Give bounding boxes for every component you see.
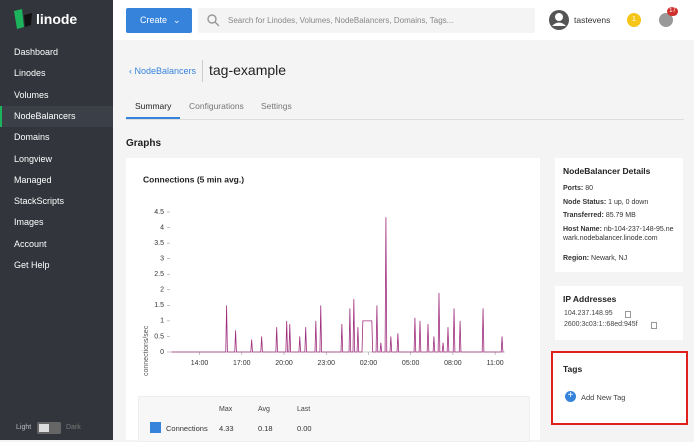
x-tick-label: 14:00: [191, 360, 209, 367]
x-tick-label: 17:00: [233, 360, 251, 367]
nav-item[interactable]: Linodes: [14, 68, 46, 79]
detail-value: 1 up, 0 down: [608, 198, 649, 206]
alert-badge: 17: [667, 7, 678, 16]
legend-label[interactable]: Connections: [166, 424, 208, 433]
divider: [202, 60, 203, 82]
legend-table: Max Avg Last Connections 4.33 0.18 0.00: [138, 396, 530, 442]
tab-rule: [126, 119, 684, 120]
y-tick-label: 2.5: [154, 271, 164, 278]
stats-cell: 0.00: [297, 424, 312, 433]
search-placeholder: Search for Linodes, Volumes, NodeBalance…: [228, 16, 454, 25]
tab[interactable]: Configurations: [189, 101, 244, 111]
brand: linode: [36, 11, 78, 27]
nav-item[interactable]: Managed: [14, 174, 52, 185]
detail-value: Newark, NJ: [591, 254, 628, 262]
tab-underline: [126, 117, 180, 119]
copy-icon[interactable]: [651, 322, 657, 329]
detail-label: Region:: [563, 254, 590, 262]
stats-header-cell: Max: [219, 406, 233, 413]
theme-toggle[interactable]: [37, 422, 61, 434]
x-tick-label: 23:00: [317, 360, 335, 367]
username[interactable]: tastevens: [574, 15, 611, 25]
theme-light: Light: [16, 424, 32, 431]
legend-swatch[interactable]: [150, 422, 161, 433]
breadcrumb-link[interactable]: NodeBalancers: [134, 66, 197, 76]
nav-item[interactable]: Domains: [14, 132, 50, 143]
tags-panel: Tags + Add New Tag: [551, 351, 688, 425]
stats-cell: 4.33: [219, 424, 234, 433]
details-panel: NodeBalancer Details Ports: 80 Node Statu…: [555, 158, 683, 272]
detail-row: Transferred: 85.79 MB: [563, 211, 677, 220]
nav-item[interactable]: Volumes: [14, 89, 49, 100]
ip-title: IP Addresses: [563, 294, 617, 304]
x-tick-label: 05:00: [402, 360, 420, 367]
graphs-heading: Graphs: [126, 138, 162, 149]
detail-label: Transferred:: [563, 212, 604, 219]
x-tick-label: 20:00: [275, 360, 293, 367]
add-tag[interactable]: Add New Tag: [581, 393, 626, 402]
y-tick-label: 1.5: [154, 302, 164, 309]
y-tick-label: 3: [160, 256, 164, 263]
details-title: NodeBalancer Details: [563, 166, 651, 176]
detail-row: Ports: 80: [563, 184, 677, 193]
y-tick-label: 0: [160, 349, 164, 356]
y-tick-label: 1: [160, 318, 164, 325]
detail-label: Node Status:: [563, 198, 607, 206]
topbar: Create ⌄ Search for Linodes, Volumes, Nod…: [113, 0, 694, 40]
y-axis-label: connections/sec: [143, 325, 150, 376]
detail-row: Region: Newark, NJ: [563, 254, 677, 263]
chart-title: Connections (5 min avg.): [143, 174, 244, 184]
y-tick-label: 4: [160, 224, 164, 231]
graph-panel: Connections (5 min avg.) connections/sec…: [126, 158, 540, 442]
y-tick-label: 4.5: [154, 209, 164, 216]
add-icon[interactable]: +: [565, 391, 576, 402]
nav-item[interactable]: Images: [14, 217, 44, 228]
page-title: tag-example: [209, 62, 287, 78]
copy-icon[interactable]: [625, 311, 631, 318]
x-tick-label: 08:00: [444, 360, 462, 367]
nav-item[interactable]: Dashboard: [14, 47, 59, 57]
tags-title: Tags: [563, 364, 583, 374]
detail-value: 85.79 MB: [605, 212, 636, 219]
detail-label: Host Name:: [563, 225, 602, 233]
detail-value: 80: [585, 185, 593, 192]
tab[interactable]: Settings: [261, 101, 292, 111]
stats-cell: 0.18: [258, 424, 273, 433]
y-tick-label: 3.5: [154, 240, 164, 247]
detail-row: Node Status: 1 up, 0 down: [563, 198, 677, 207]
search-box[interactable]: Search for Linodes, Volumes, NodeBalance…: [198, 8, 535, 33]
nav-item[interactable]: StackScripts: [14, 196, 65, 207]
stats-header-cell: Avg: [258, 406, 270, 413]
notice-badge[interactable]: 1: [627, 13, 641, 27]
nav-item[interactable]: Longview: [14, 153, 53, 164]
nav-item[interactable]: Get Help: [14, 260, 50, 270]
avatar[interactable]: [548, 9, 570, 31]
ip-address: 104.237.148.95: [564, 310, 613, 317]
series-line: [171, 217, 504, 353]
y-tick-label: 2: [160, 287, 164, 294]
chart: Connections (5 min avg.) connections/sec…: [143, 174, 505, 376]
theme-dark: Dark: [66, 424, 81, 431]
bell[interactable]: [659, 13, 673, 27]
create-button[interactable]: Create ⌄: [126, 8, 192, 33]
nav-item[interactable]: NodeBalancers: [0, 105, 113, 127]
search-icon: [207, 14, 220, 27]
detail-value: nb-104-237-148-95.newark.nodebalancer.li…: [563, 225, 674, 242]
create-label: Create: [140, 15, 168, 25]
ip-address: 2600:3c03:1::68ed:945f: [564, 321, 638, 328]
detail-label: Ports:: [563, 185, 584, 192]
stats-header-cell: Last: [297, 406, 311, 413]
tab[interactable]: Summary: [135, 101, 172, 111]
y-tick-label: 0.5: [154, 333, 164, 340]
detail-row: Host Name: nb-104-237-148-95.newark.node…: [563, 225, 677, 243]
breadcrumb[interactable]: ‹ NodeBalancers: [129, 66, 197, 76]
x-tick-label: 02:00: [360, 360, 378, 367]
logo-icon: [14, 9, 32, 29]
x-tick-label: 11:00: [487, 360, 504, 367]
nav-item[interactable]: Account: [14, 238, 47, 249]
sidebar: linode Dashboard Linodes Volumes NodeBalanc…: [0, 0, 113, 440]
